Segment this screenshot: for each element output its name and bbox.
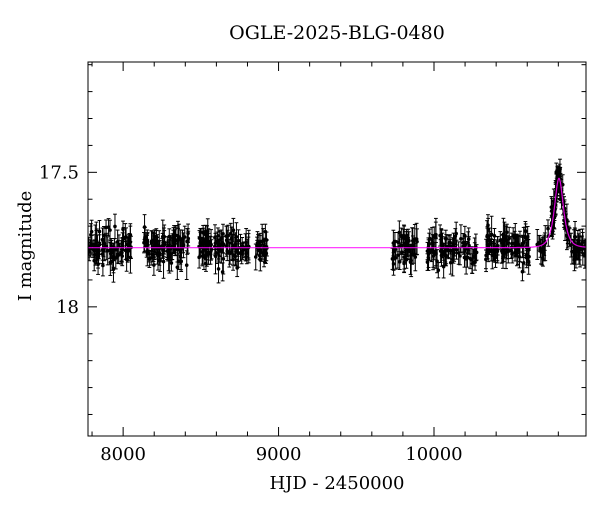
y-tick-label: 17.5 xyxy=(39,162,79,183)
y-axis-label: I magnitude xyxy=(15,191,36,302)
tick-labels: 8000 9000 10000 17.5 18 xyxy=(39,162,463,465)
microlensing-model-curve xyxy=(88,177,586,249)
x-tick-label: 10000 xyxy=(405,444,462,465)
axis-ticks xyxy=(88,62,586,436)
data-points-with-error-bars xyxy=(88,158,586,284)
x-tick-label: 8000 xyxy=(100,444,146,465)
plot-title: OGLE-2025-BLG-0480 xyxy=(229,22,445,44)
x-tick-label: 9000 xyxy=(256,444,302,465)
y-tick-label: 18 xyxy=(56,297,79,318)
plot-border xyxy=(87,61,587,437)
x-axis-label: HJD - 2450000 xyxy=(269,473,404,494)
